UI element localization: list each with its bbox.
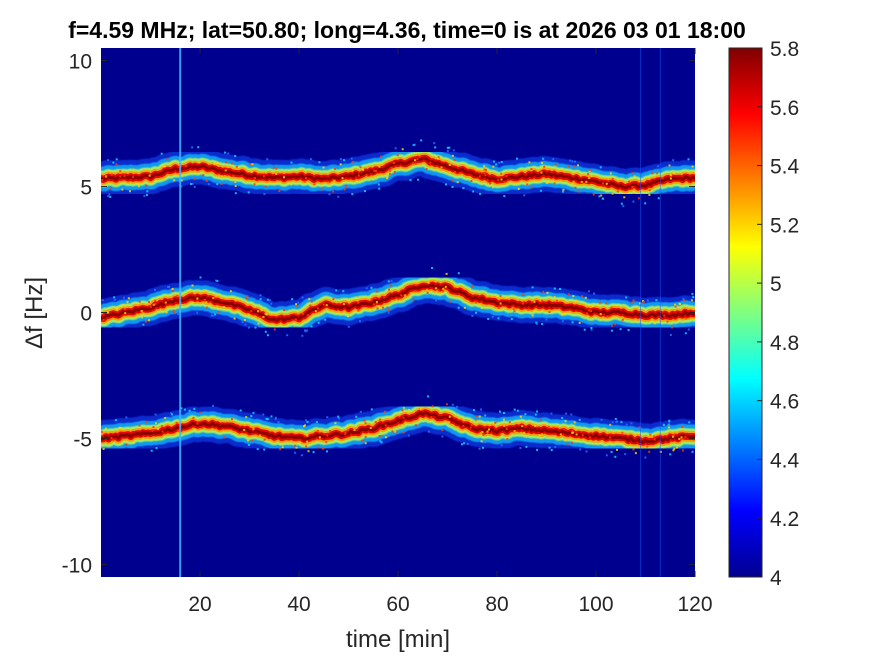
colorbar-tick-label: 4.2 — [770, 508, 799, 531]
x-tick-label: 60 — [386, 593, 409, 616]
colorbar-ticks: 5.8 5.6 5.4 5.2 5 4.8 4.6 4.4 4.2 4 — [728, 38, 800, 590]
x-tick-label: 80 — [485, 593, 508, 616]
trace-2-band-6 — [101, 283, 695, 322]
trace-3 — [101, 395, 695, 460]
colorbar-tick-label: 4.8 — [770, 332, 799, 355]
colorbar — [729, 48, 762, 577]
colorbar-tick-label: 4.6 — [770, 391, 799, 414]
colorbar-tick-label: 4.4 — [770, 449, 800, 472]
y-tick-label: 0 — [80, 303, 92, 326]
colorbar-tick-label: 5 — [770, 273, 782, 296]
y-tick-label: 5 — [80, 177, 92, 200]
y-axis-ticks: 10 5 0 -5 -10 — [62, 51, 695, 577]
colorbar-tick-label: 5.2 — [770, 214, 799, 237]
x-tick-label: 100 — [578, 593, 613, 616]
colorbar-frame — [728, 47, 763, 578]
trace-3-band-6 — [101, 411, 695, 444]
x-tick-label: 40 — [287, 593, 310, 616]
x-axis-label: time [min] — [346, 626, 450, 653]
x-axis-ticks: 20 40 60 80 100 120 — [188, 48, 713, 616]
colorbar-tick-label: 5.6 — [770, 97, 799, 120]
x-tick-label: 120 — [677, 593, 712, 616]
y-tick-label: 10 — [69, 51, 92, 74]
chart-title: f=4.59 MHz; lat=50.80; long=4.36, time=0… — [68, 17, 746, 43]
trace-1-speckle — [101, 139, 694, 208]
trace-2 — [101, 266, 695, 338]
colorbar-tick-label: 5.8 — [770, 38, 799, 61]
colorbar-tick-label: 4 — [770, 567, 782, 590]
vertical-artifacts — [179, 48, 661, 577]
colorbar-tick-label: 5.4 — [770, 156, 800, 179]
trace-1 — [101, 139, 695, 208]
trace-1-band-6 — [101, 156, 695, 190]
y-axis-label: Δf [Hz] — [21, 277, 48, 349]
trace-3-speckle — [101, 395, 694, 459]
heatmap-traces — [101, 139, 695, 460]
x-tick-label: 20 — [188, 593, 211, 616]
trace-2-speckle — [101, 266, 695, 337]
y-tick-label: -10 — [62, 554, 92, 577]
y-tick-label: -5 — [73, 428, 92, 451]
